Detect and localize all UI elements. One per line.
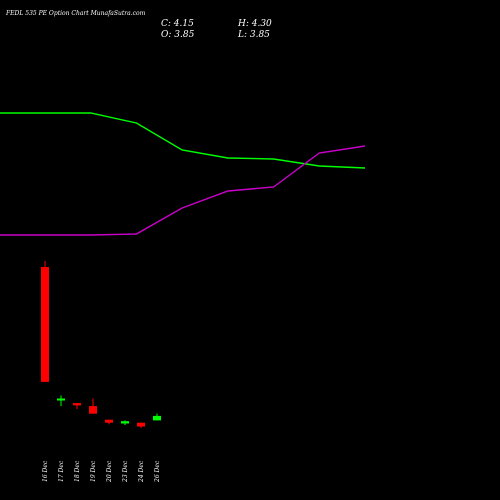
x-tick-label: 20 Dec — [106, 460, 113, 483]
x-tick-label: 17 Dec — [58, 460, 65, 482]
candle-20-dec — [105, 419, 113, 425]
magenta-line — [0, 145, 366, 236]
candle-body — [137, 422, 145, 427]
open-value: O: 3.85 — [161, 30, 195, 40]
candles — [41, 261, 161, 428]
candle-24-dec — [137, 422, 145, 428]
chart-title: FEDL 535 PE Option Chart MunafaSutra.com — [5, 10, 146, 17]
candle-body — [121, 421, 129, 424]
indicator-lines — [0, 112, 366, 236]
candle-18-dec — [73, 403, 81, 410]
candle-body — [73, 403, 81, 406]
x-tick-label: 23 Dec — [122, 460, 129, 483]
x-tick-label: 16 Dec — [42, 460, 49, 482]
low-value: L: 3.85 — [237, 30, 270, 40]
candle-16-dec — [41, 261, 49, 382]
x-tick-label: 19 Dec — [90, 460, 97, 482]
candle-17-dec — [57, 395, 65, 407]
candle-26-dec — [153, 413, 161, 421]
candle-body — [153, 415, 161, 421]
candle-body — [57, 398, 65, 401]
candle-body — [105, 419, 113, 423]
x-tick-label: 24 Dec — [138, 460, 145, 483]
candle-19-dec — [89, 398, 97, 414]
x-axis-ticks: 16 Dec 17 Dec 18 Dec 19 Dec 20 Dec 23 Dec 24 D… — [42, 460, 161, 483]
high-value: H: 4.30 — [237, 19, 272, 29]
candle-23-dec — [121, 420, 129, 425]
candle-body — [41, 267, 49, 382]
x-tick-label: 18 Dec — [74, 460, 81, 482]
x-tick-label: 26 Dec — [154, 460, 161, 483]
candle-body — [89, 406, 97, 414]
close-value: C: 4.15 — [161, 19, 194, 29]
